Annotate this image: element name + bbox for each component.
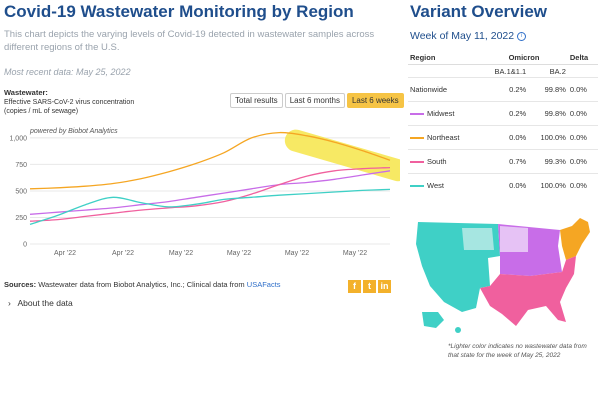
x-tick-label: Apr '22	[54, 250, 76, 257]
page-title: Covid-19 Wastewater Monitoring by Region	[4, 2, 354, 21]
info-icon[interactable]: i	[517, 31, 527, 41]
region-cell: South	[408, 149, 481, 174]
legend-swatch	[410, 113, 424, 115]
series-line-midwest	[29, 170, 391, 215]
region-cell: West	[408, 173, 481, 197]
ba1-cell: 0.0%	[480, 173, 529, 197]
variant-week-label: Week of May 11, 2022	[410, 30, 515, 42]
map-hawaii	[455, 327, 461, 333]
map-midwest-nodata	[500, 226, 528, 252]
y-tick-label: 500	[15, 188, 27, 195]
delta-cell: 0.0%	[567, 173, 598, 197]
ba2-cell: 99.3%	[528, 149, 568, 174]
x-tick-label: May '22	[285, 250, 309, 257]
y-tick-label: 250	[15, 215, 27, 222]
x-tick-label: May '22	[227, 250, 251, 257]
y-axis-line1: Effective SARS-CoV-2 virus concentration	[4, 99, 135, 106]
ba1-cell: 0.2%	[480, 77, 529, 102]
map-west-nodata	[462, 228, 494, 250]
table-row: Northeast 0.0% 100.0% 0.0%	[408, 125, 598, 150]
chart-annotation: powered by Biobot Analytics	[29, 128, 118, 135]
linkedin-icon[interactable]: in	[378, 280, 391, 293]
map-note: *Lighter color indicates no wastewater d…	[448, 343, 587, 359]
wastewater-line-chart: 0 250 500 750 1,000 Apr '22 Apr '22 May '22 May …	[9, 128, 400, 257]
col-omicron: Omicron	[480, 50, 568, 65]
page-subtitle: This chart depicts the varying levels of…	[4, 29, 375, 53]
region-cell: Midwest	[408, 101, 481, 126]
x-tick-label: May '22	[169, 250, 193, 257]
variant-week: Week of May 11, 2022 i	[410, 30, 527, 42]
delta-cell: 0.0%	[567, 77, 598, 102]
ba1-cell: 0.0%	[480, 125, 529, 150]
chevron-right-icon: ›	[8, 298, 11, 308]
about-the-data-toggle[interactable]: › About the data	[8, 298, 73, 308]
ba2-cell: 99.8%	[528, 101, 568, 126]
map-northeast	[560, 218, 590, 260]
y-tick-label: 1,000	[9, 135, 27, 142]
delta-cell: 0.0%	[567, 125, 598, 150]
col-delta: Delta	[567, 50, 598, 65]
sources-label: Sources:	[4, 280, 37, 289]
y-axis-label: Wastewater: Effective SARS-CoV-2 virus c…	[4, 88, 134, 116]
recent-data-date: Most recent data: May 25, 2022	[4, 67, 131, 77]
y-tick-label: 750	[15, 162, 27, 169]
delta-cell: 0.0%	[567, 101, 598, 126]
total-results-button[interactable]: Total results	[230, 93, 283, 108]
x-tick-label: Apr '22	[112, 250, 134, 257]
legend-swatch	[410, 137, 424, 139]
region-name: West	[427, 181, 444, 190]
highlight-mark	[284, 129, 400, 182]
table-row: Nationwide 0.2% 99.8% 0.0%	[408, 77, 598, 102]
twitter-icon[interactable]: t	[363, 280, 376, 293]
table-row: Midwest 0.2% 99.8% 0.0%	[408, 101, 598, 126]
facebook-icon[interactable]: f	[348, 280, 361, 293]
range-toggle: Total results Last 6 months Last 6 weeks	[228, 93, 404, 108]
y-tick-label: 0	[23, 242, 27, 249]
variant-table: Region Omicron Delta BA.1&1.1 BA.2 Natio…	[408, 50, 598, 197]
series-line-west	[29, 188, 391, 226]
ba2-cell: 99.8%	[528, 77, 568, 102]
col-ba2: BA.2	[549, 66, 566, 76]
usafacts-link[interactable]: USAFacts	[246, 280, 281, 289]
region-name: Midwest	[427, 109, 455, 118]
x-tick-label: May '22	[343, 250, 367, 257]
sources-text: Wastewater data from Biobot Analytics, I…	[38, 280, 245, 289]
region-name: South	[427, 157, 447, 166]
ba2-cell: 100.0%	[528, 173, 568, 197]
region-name: Nationwide	[410, 85, 448, 94]
region-cell: Nationwide	[408, 77, 481, 102]
social-share: f t in	[346, 280, 391, 293]
map-south	[480, 256, 576, 326]
col-ba1: BA.1&1.1	[494, 66, 527, 76]
last-6-months-button[interactable]: Last 6 months	[284, 93, 345, 108]
table-row: West 0.0% 100.0% 0.0%	[408, 173, 598, 197]
sources-line: Sources: Wastewater data from Biobot Ana…	[4, 280, 281, 289]
y-axis-line2: (copies / mL of sewage)	[4, 108, 79, 115]
delta-cell: 0.0%	[567, 149, 598, 174]
ba1-cell: 0.2%	[480, 101, 529, 126]
legend-swatch	[410, 161, 424, 163]
ba2-cell: 100.0%	[528, 125, 568, 150]
legend-swatch	[410, 185, 424, 187]
col-region: Region	[408, 50, 481, 65]
region-name: Northeast	[427, 133, 460, 142]
last-6-weeks-button[interactable]: Last 6 weeks	[346, 93, 404, 108]
ba1-cell: 0.7%	[480, 149, 529, 174]
region-cell: Northeast	[408, 125, 481, 150]
variant-overview-title: Variant Overview	[410, 2, 548, 21]
series-line-south	[29, 166, 391, 222]
series-line-northeast	[29, 131, 391, 190]
about-label: About the data	[17, 298, 73, 308]
y-axis-heading: Wastewater:	[4, 88, 48, 97]
map-alaska	[422, 312, 444, 328]
us-region-map	[416, 218, 590, 333]
table-row: South 0.7% 99.3% 0.0%	[408, 149, 598, 174]
